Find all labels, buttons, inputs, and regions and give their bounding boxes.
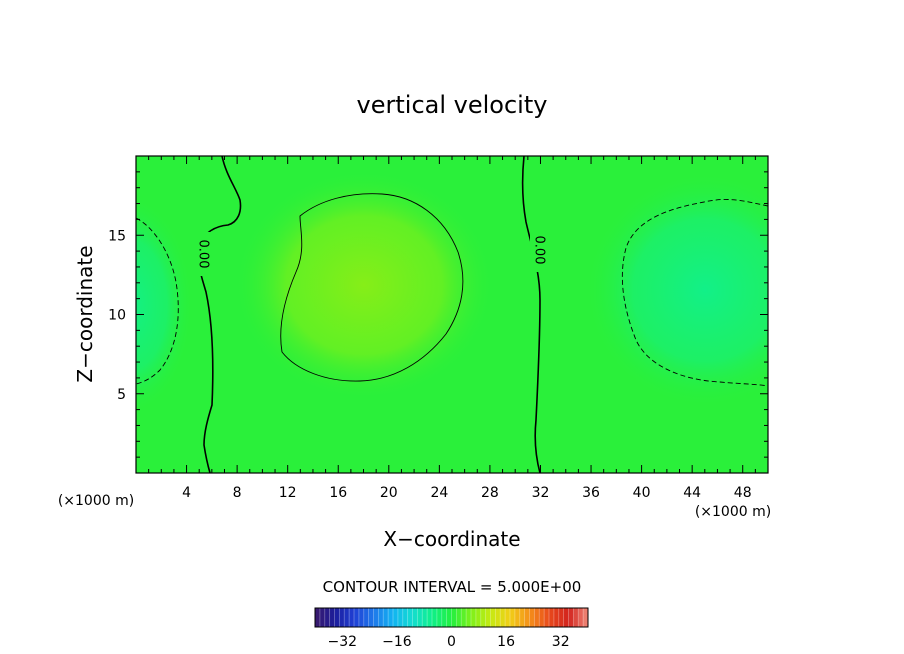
- colorbar-cell: [529, 608, 535, 627]
- colorbar-cell: [519, 608, 525, 627]
- colorbar-cell: [402, 608, 408, 627]
- colorbar-cell: [490, 608, 496, 627]
- colorbar-cell: [480, 608, 486, 627]
- x-unit-label-right: (×1000 m): [695, 504, 771, 520]
- contour-negative-right: [621, 199, 768, 387]
- colorbar-cell: [407, 608, 413, 627]
- colorbar-cell: [319, 608, 326, 627]
- colorbar-cell: [451, 608, 457, 627]
- colorbar-cell: [461, 608, 467, 627]
- colorbar-cell: [432, 608, 438, 627]
- colorbar-cell: [339, 608, 345, 627]
- colorbar-cell: [334, 608, 340, 627]
- chart-title: vertical velocity: [357, 91, 548, 119]
- colorbar-tick-label: −32: [328, 634, 358, 650]
- colorbar-cell: [471, 608, 477, 627]
- colorbar-cell: [534, 608, 540, 627]
- colorbar-cell: [368, 608, 374, 627]
- contour-zero-right: [521, 156, 541, 473]
- colorbar-cell: [436, 608, 443, 627]
- x-tick-label: 48: [734, 485, 752, 501]
- x-axis-ticks: 4 8 12 16 20 24 28 32 36 40 44 48: [148, 156, 756, 501]
- x-unit-label-left: (×1000 m): [58, 493, 134, 509]
- colorbar-cell: [495, 608, 501, 627]
- x-tick-label: 20: [380, 485, 398, 501]
- contour-zero-left: [196, 156, 242, 473]
- colorbar-cell: [363, 608, 369, 627]
- colorbar-cell: [417, 608, 423, 627]
- colorbar-cell: [422, 608, 428, 627]
- y-tick-label: 10: [108, 308, 126, 324]
- colorbar-tick-label: −16: [382, 634, 412, 650]
- x-tick-label: 28: [481, 485, 499, 501]
- colorbar-frame: [314, 607, 589, 628]
- colorbar-cell: [383, 608, 389, 627]
- y-tick-label: 15: [108, 228, 126, 244]
- colorbar-cell: [388, 608, 394, 627]
- colorbar-cell: [358, 608, 365, 627]
- colorbar-cell: [315, 608, 321, 627]
- colorbar-cell: [354, 608, 360, 627]
- x-tick-label: 24: [430, 485, 448, 501]
- colorbar-cell: [549, 608, 555, 627]
- colorbar-cell: [344, 608, 350, 627]
- x-tick-label: 12: [279, 485, 297, 501]
- colorbar-cell: [553, 608, 560, 627]
- colorbar-ticks: −32 −16 0 16 32: [328, 634, 570, 650]
- contour-positive-updraft: [280, 193, 464, 382]
- plot-area: 0.00 0.00: [136, 156, 768, 473]
- colorbar-tick-label: 32: [552, 634, 570, 650]
- colorbar-cell: [505, 608, 511, 627]
- colorbar-cell: [393, 608, 399, 627]
- colorbar-cell: [524, 608, 530, 627]
- colorbar-cell: [500, 608, 506, 627]
- colorbar-cell: [475, 608, 482, 627]
- zero-contour-label-right: 0.00: [532, 236, 547, 265]
- x-tick-label: 8: [233, 485, 242, 501]
- colorbar-cell: [485, 608, 491, 627]
- colorbar: [314, 607, 589, 628]
- colorbar-cell: [441, 608, 447, 627]
- colorbar-cell: [573, 608, 579, 627]
- x-axis-label: X−coordinate: [383, 527, 520, 551]
- x-tick-label: 36: [582, 485, 600, 501]
- zero-contour-label-left: 0.00: [196, 240, 211, 269]
- x-tick-label: 44: [683, 485, 701, 501]
- colorbar-cell: [446, 608, 452, 627]
- colorbar-cell: [378, 608, 384, 627]
- x-tick-label: 16: [329, 485, 347, 501]
- colorbar-cell: [563, 608, 569, 627]
- colorbar-cell: [373, 608, 379, 627]
- contour-interval-text: CONTOUR INTERVAL = 5.000E+00: [323, 578, 582, 596]
- colorbar-cell: [456, 608, 462, 627]
- colorbar-tick-label: 0: [447, 634, 456, 650]
- y-axis-ticks: 5 10 15: [108, 171, 768, 458]
- downdraft-left-shading: [136, 195, 193, 415]
- colorbar-cell: [349, 608, 355, 627]
- colorbar-tick-label: 16: [497, 634, 515, 650]
- y-tick-label: 5: [117, 387, 126, 403]
- y-axis-label: Z−coordinate: [73, 245, 97, 382]
- contour-negative-left: [136, 217, 179, 385]
- colorbar-cell: [427, 608, 433, 627]
- downdraft-right-shading: [585, 172, 768, 408]
- colorbar-cell: [329, 608, 335, 627]
- x-tick-label: 32: [532, 485, 550, 501]
- colorbar-cell: [412, 608, 418, 627]
- x-tick-label: 40: [633, 485, 651, 501]
- colorbar-cell: [510, 608, 516, 627]
- colorbar-cell: [568, 608, 574, 627]
- colorbar-cell: [539, 608, 545, 627]
- colorbar-cell: [466, 608, 472, 627]
- colorbar-cell: [558, 608, 564, 627]
- colorbar-cell: [544, 608, 550, 627]
- colorbar-cell: [397, 608, 404, 627]
- colorbar-cell: [578, 608, 584, 627]
- x-tick-label: 4: [182, 485, 191, 501]
- updraft-shading: [234, 170, 494, 400]
- colorbar-cell: [514, 608, 521, 627]
- colorbar-cell: [324, 608, 330, 627]
- colorbar-cell: [583, 608, 589, 627]
